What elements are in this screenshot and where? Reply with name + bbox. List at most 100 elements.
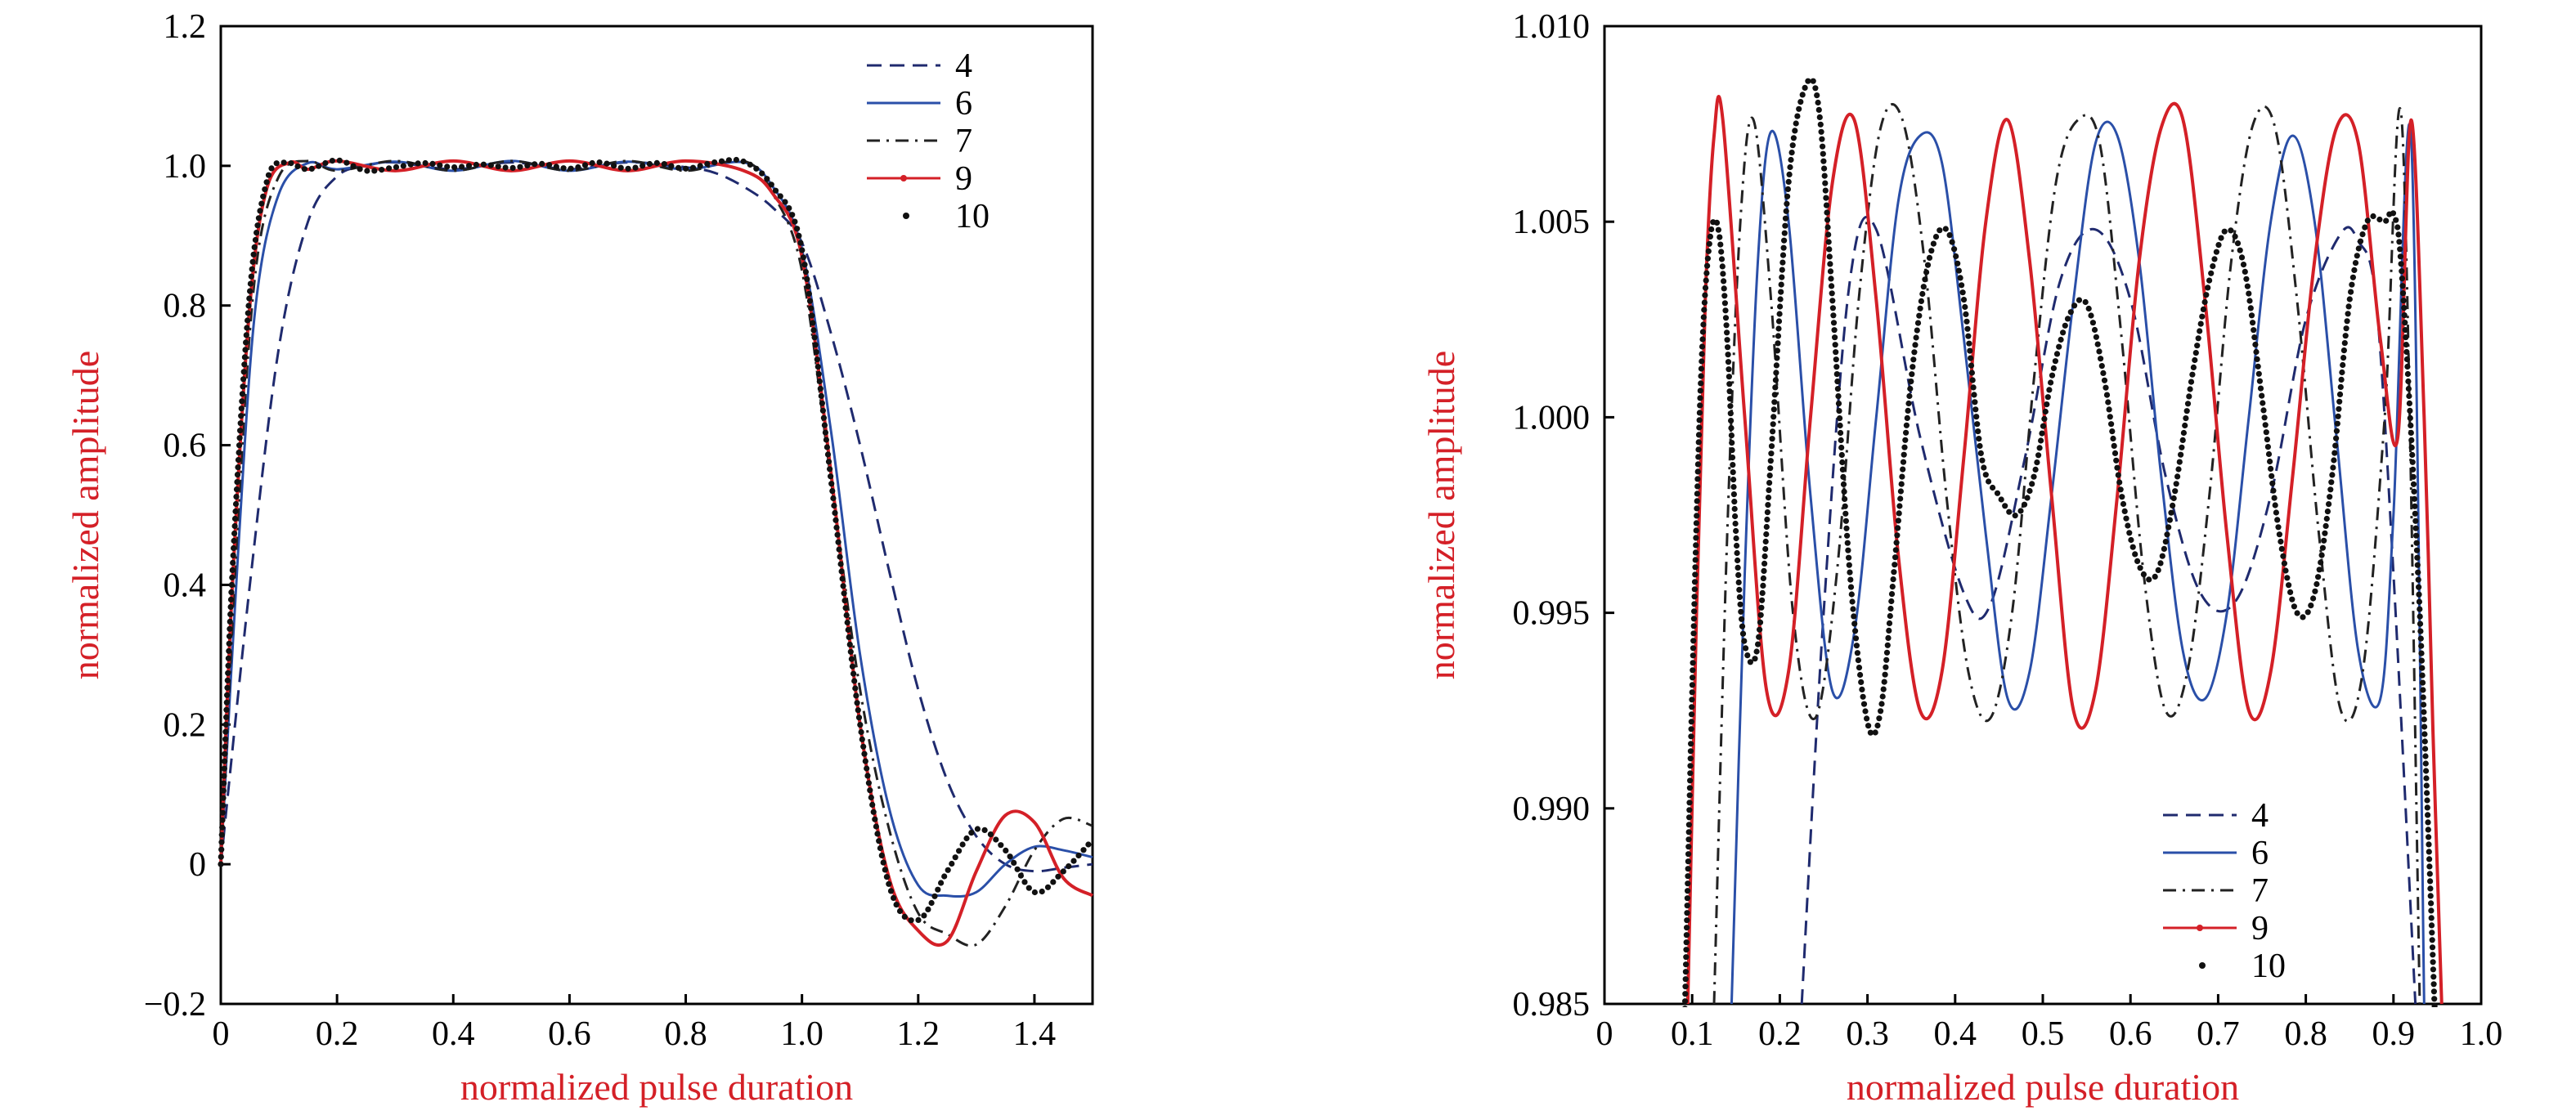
right-series-10-point	[1900, 466, 1906, 473]
left-legend-marker	[900, 175, 907, 181]
right-series-10-point	[1953, 253, 1959, 260]
left-series-10-point	[553, 164, 559, 170]
right-series-10-point	[2423, 782, 2430, 789]
right-series-10-point	[2082, 298, 2089, 306]
right-series-10-point	[1797, 99, 1804, 105]
right-series-10-point	[2408, 437, 2415, 444]
right-series-10-point	[1867, 729, 1874, 736]
left-series-10-point	[231, 537, 237, 544]
left-series-10-point	[225, 655, 231, 661]
right-series-10-point	[2267, 458, 2273, 465]
left-series-10-point	[240, 376, 247, 383]
left-series-10-point	[218, 831, 225, 838]
left-series-10-point	[245, 310, 251, 316]
left-series-10-point	[268, 165, 275, 172]
right-series-10-point	[1796, 105, 1802, 112]
right-series-10-point	[2050, 365, 2057, 371]
left-series-10-point	[226, 640, 232, 647]
right-series-10-point	[2113, 457, 2120, 464]
left-y-tick-label: 1.2	[164, 8, 207, 46]
left-series-10-point	[218, 861, 224, 867]
right-series-10-point	[2179, 444, 2185, 450]
right-series-10-point	[2211, 256, 2218, 262]
right-series-10-point	[2164, 531, 2170, 538]
left-series-10-point	[952, 854, 958, 861]
right-series-10-point	[1734, 542, 1740, 549]
right-series-10-point	[1759, 597, 1766, 603]
right-series-10-point	[2107, 414, 2113, 420]
right-series-10-point	[2264, 444, 2271, 450]
right-series-10-point	[2232, 233, 2238, 240]
left-series-10-point	[231, 544, 237, 552]
right-series-10-point	[1737, 601, 1744, 607]
right-series-10-point	[1856, 665, 1863, 671]
left-series-10-point	[249, 266, 255, 272]
right-series-10-point	[1833, 371, 1840, 378]
right-series-10-point	[1910, 356, 1917, 363]
left-series-10-point	[244, 325, 250, 331]
right-series-10-point	[1832, 342, 1838, 348]
left-series-10-point	[834, 531, 841, 538]
left-series-10-point	[473, 161, 480, 168]
right-series-10-point	[1907, 385, 1914, 392]
left-series-10-point	[444, 164, 451, 170]
right-series-10-point	[1708, 226, 1715, 233]
right-x-tick-label: 1.0	[2460, 1015, 2503, 1053]
right-series-10-point	[1685, 880, 1691, 887]
left-series-10-point	[222, 743, 228, 750]
right-series-10-point	[1692, 571, 1699, 578]
right-y-tick-label: 1.010	[1513, 8, 1591, 46]
right-series-10-point	[1814, 92, 1820, 99]
left-series-10-point	[725, 157, 733, 164]
left-series-10-point	[806, 290, 812, 297]
left-series-10-point	[837, 553, 843, 560]
left-series-10-point	[683, 165, 689, 172]
left-series-10-point	[861, 750, 868, 757]
left-series-10-point	[316, 163, 322, 169]
left-series-10-point	[248, 273, 254, 280]
right-series-10-point	[2294, 610, 2300, 616]
right-series-10-point	[1967, 347, 1973, 354]
right-series-10-point	[1727, 410, 1734, 417]
left-series-10-point	[1055, 873, 1061, 880]
right-series-10-point	[2006, 508, 2013, 515]
right-series-10-point	[1977, 442, 1983, 450]
left-series-10-point	[949, 860, 955, 867]
right-legend-label: 6	[2251, 835, 2269, 872]
right-series-10-point	[2430, 981, 2437, 988]
right-series-10-point	[1688, 726, 1694, 732]
right-series-10-point	[1744, 652, 1751, 659]
right-series-10-point	[1959, 289, 1966, 296]
left-series-10-point	[220, 795, 227, 801]
right-series-10-point	[2383, 217, 2390, 224]
left-series-10-point	[222, 721, 229, 728]
right-series-10-point	[2165, 524, 2172, 531]
left-series-10-point	[246, 295, 253, 302]
right-series-10-point	[1971, 392, 1977, 398]
right-series-10-point	[1827, 261, 1833, 267]
left-series-10-point	[393, 164, 400, 170]
right-series-10-point	[1865, 723, 1872, 729]
left-series-10-point	[524, 162, 531, 168]
right-series-10-point	[2125, 522, 2131, 529]
left-series-10-point	[820, 414, 828, 421]
right-series-10-point	[1889, 584, 1896, 590]
right-series-10-point	[1773, 370, 1779, 376]
right-series-10-point	[2417, 620, 2424, 627]
right-series-10-point	[1838, 437, 1844, 444]
left-x-tick-label: 0.8	[664, 1015, 707, 1053]
right-series-10-point	[1732, 520, 1739, 527]
right-series-10-point	[1738, 608, 1744, 615]
right-series-10-point	[1704, 262, 1711, 269]
right-series-10-point	[2038, 437, 2044, 444]
right-series-10-point	[2108, 421, 2115, 428]
right-series-10-point	[1779, 274, 1785, 280]
left-series-10-point	[560, 165, 567, 172]
right-series-10-point	[2430, 974, 2437, 980]
right-series-10-point	[2333, 435, 2340, 441]
right-series-10-point	[2289, 596, 2296, 603]
right-y-tick-label: 1.005	[1513, 204, 1591, 241]
right-series-10-point	[2434, 1055, 2439, 1060]
left-series-10-point	[1080, 847, 1087, 853]
right-series-10-point	[1964, 325, 1971, 332]
